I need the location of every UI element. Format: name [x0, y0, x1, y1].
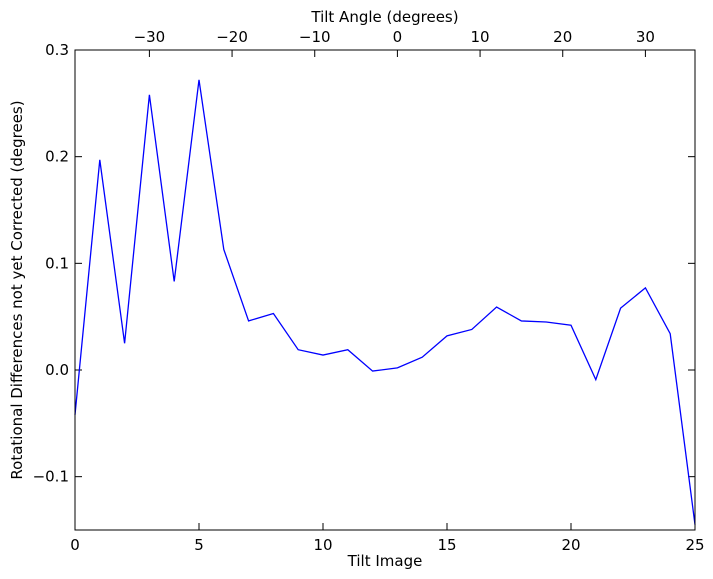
top-tick-label: −10: [299, 28, 331, 46]
plot-frame: [74, 49, 696, 531]
y-tick-label: −0.1: [33, 468, 69, 486]
x-tick-label: 20: [561, 536, 580, 554]
top-tick-label: −30: [134, 28, 166, 46]
y-axis-title: Rotational Differences not yet Corrected…: [8, 100, 26, 479]
plot-area: [75, 50, 695, 530]
y-tick-label: 0.3: [45, 41, 69, 59]
x-tick-label: 5: [194, 536, 204, 554]
tick-labels: 0 5 10 15 20 25 −30 −20 −10 0 10 20 30 −0.1 0.0 0.1 0.2 0…: [33, 28, 705, 554]
x-tick-label: 15: [437, 536, 456, 554]
y-tick-label: 0.0: [45, 361, 69, 379]
top-tick-label: 20: [553, 28, 572, 46]
x-tick-label: 0: [70, 536, 80, 554]
x-tick-label: 25: [685, 536, 704, 554]
x-axis-title: Tilt Image: [347, 552, 423, 570]
x-tick-label: 10: [313, 536, 332, 554]
y-tick-label: 0.1: [45, 254, 69, 272]
top-tick-label: 0: [393, 28, 403, 46]
top-tick-label: 10: [471, 28, 490, 46]
y-tick-label: 0.2: [45, 148, 69, 166]
series-line: [74, 79, 696, 525]
top-tick-label: 30: [636, 28, 655, 46]
top-axis-title: Tilt Angle (degrees): [310, 8, 458, 26]
top-tick-label: −20: [216, 28, 248, 46]
